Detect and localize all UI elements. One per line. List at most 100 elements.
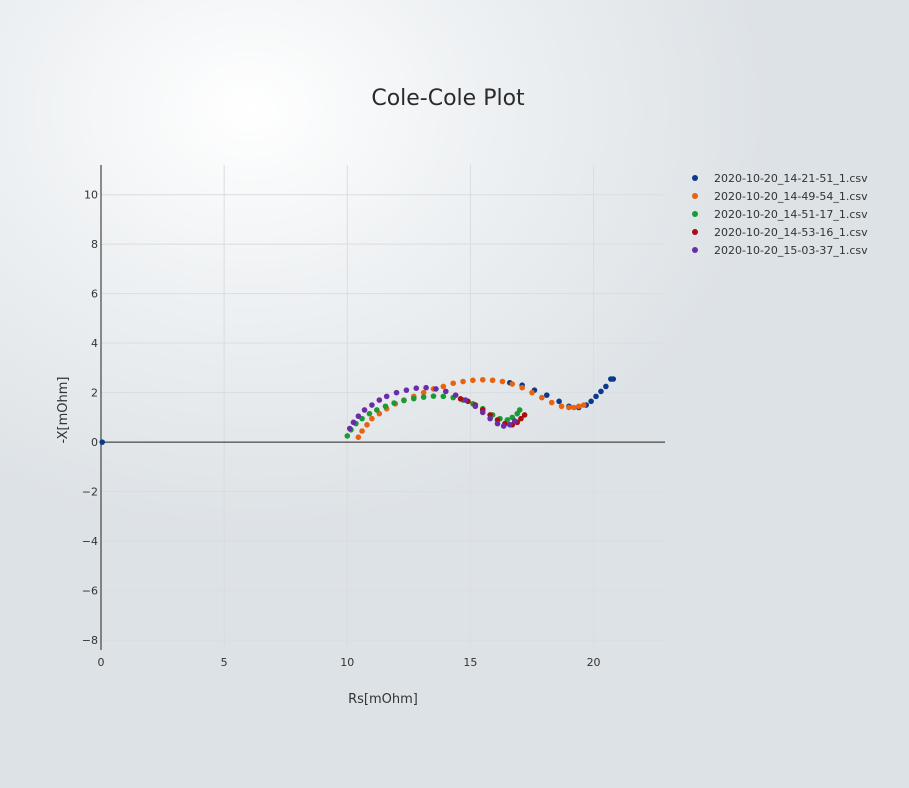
data-point bbox=[369, 415, 375, 422]
data-point bbox=[366, 410, 373, 417]
data-point bbox=[361, 407, 368, 413]
y-tick-label: 2 bbox=[91, 387, 98, 400]
y-tick-label: 6 bbox=[91, 288, 98, 301]
data-point bbox=[588, 398, 594, 405]
axes bbox=[100, 165, 665, 650]
legend-entry: 2020-10-20_14-53-16_1.csv bbox=[714, 226, 868, 239]
x-tick-label: 10 bbox=[340, 656, 354, 669]
y-tick-label: 8 bbox=[91, 238, 98, 251]
data-point bbox=[511, 418, 518, 424]
data-point bbox=[393, 389, 400, 396]
data-point bbox=[430, 393, 437, 399]
y-tick-label: 0 bbox=[91, 436, 98, 449]
data-point bbox=[457, 396, 464, 402]
data-point bbox=[489, 377, 496, 384]
legend-entry: 2020-10-20_14-49-54_1.csv bbox=[714, 190, 868, 203]
legend-entry: 2020-10-20_15-03-37_1.csv bbox=[714, 244, 868, 257]
data-point bbox=[443, 388, 449, 395]
data-point bbox=[452, 392, 459, 398]
legend-marker bbox=[692, 211, 698, 217]
legend-entry: 2020-10-20_14-51-17_1.csv bbox=[714, 208, 868, 221]
y-tick-label: −2 bbox=[82, 486, 98, 499]
data-point bbox=[359, 428, 365, 434]
data-point bbox=[470, 377, 476, 384]
data-point bbox=[593, 393, 599, 400]
data-point bbox=[575, 403, 582, 410]
data-point bbox=[462, 397, 469, 403]
y-tick-labels: −8 −6 −4 −2 0 2 4 6 8 10 bbox=[82, 189, 98, 647]
legend-marker bbox=[692, 247, 698, 253]
data-point bbox=[487, 415, 493, 422]
data-point bbox=[401, 397, 407, 404]
data-point bbox=[539, 394, 545, 401]
data-point bbox=[518, 415, 524, 422]
data-point bbox=[410, 395, 417, 402]
data-point bbox=[383, 393, 390, 400]
data-point bbox=[460, 378, 466, 385]
data-point bbox=[603, 383, 609, 390]
data-point bbox=[479, 409, 486, 416]
data-point bbox=[420, 394, 427, 400]
data-point bbox=[440, 393, 447, 400]
data-point bbox=[450, 380, 456, 387]
data-point bbox=[571, 404, 577, 411]
data-point bbox=[374, 407, 380, 413]
data-point bbox=[509, 381, 516, 387]
legend: 2020-10-20_14-21-51_1.csv 2020-10-20_14-4… bbox=[692, 172, 868, 257]
x-axis-label: Rs[mOhm] bbox=[348, 692, 418, 707]
data-points bbox=[99, 376, 617, 445]
data-point bbox=[521, 412, 528, 418]
data-point bbox=[472, 403, 479, 410]
y-tick-label: −8 bbox=[82, 634, 98, 647]
data-point bbox=[99, 439, 106, 445]
x-tick-label: 5 bbox=[221, 656, 228, 669]
data-point bbox=[598, 388, 604, 395]
data-point bbox=[529, 389, 535, 396]
data-point bbox=[494, 420, 501, 427]
data-point bbox=[364, 422, 370, 428]
data-point bbox=[440, 383, 447, 390]
data-point bbox=[507, 422, 513, 428]
gridlines bbox=[101, 165, 665, 650]
data-point bbox=[566, 404, 572, 411]
data-point bbox=[420, 389, 427, 396]
data-point bbox=[433, 386, 439, 392]
data-point bbox=[344, 433, 351, 439]
y-tick-label: −6 bbox=[82, 585, 98, 598]
data-point bbox=[376, 397, 383, 403]
data-point bbox=[558, 403, 565, 410]
legend-entry: 2020-10-20_14-21-51_1.csv bbox=[714, 172, 868, 185]
y-tick-label: −4 bbox=[82, 535, 98, 548]
data-point bbox=[346, 425, 353, 432]
data-point bbox=[516, 407, 523, 413]
data-point bbox=[369, 402, 375, 408]
chart-title: Cole-Cole Plot bbox=[371, 86, 525, 111]
data-point bbox=[382, 403, 389, 410]
y-tick-label: 10 bbox=[84, 189, 98, 202]
x-tick-labels: 0 5 10 15 20 bbox=[98, 656, 601, 669]
y-axis-label: -X[mOhm] bbox=[56, 377, 71, 444]
legend-marker bbox=[692, 175, 698, 181]
data-point bbox=[556, 398, 562, 405]
data-point bbox=[391, 400, 397, 406]
data-point bbox=[355, 413, 362, 419]
x-tick-label: 20 bbox=[587, 656, 601, 669]
data-point bbox=[355, 434, 362, 440]
data-point bbox=[610, 376, 617, 382]
data-point bbox=[499, 378, 506, 385]
y-tick-label: 4 bbox=[91, 337, 98, 350]
legend-marker bbox=[692, 229, 698, 235]
data-point bbox=[413, 385, 420, 391]
x-tick-label: 0 bbox=[98, 656, 105, 669]
data-point bbox=[580, 402, 587, 408]
data-point bbox=[519, 384, 525, 391]
data-point bbox=[423, 384, 429, 391]
legend-marker bbox=[692, 193, 698, 199]
data-point bbox=[479, 376, 486, 383]
data-point bbox=[403, 387, 410, 393]
data-point bbox=[548, 399, 555, 406]
data-point bbox=[500, 423, 507, 429]
x-tick-label: 15 bbox=[463, 656, 477, 669]
data-point bbox=[543, 392, 550, 398]
